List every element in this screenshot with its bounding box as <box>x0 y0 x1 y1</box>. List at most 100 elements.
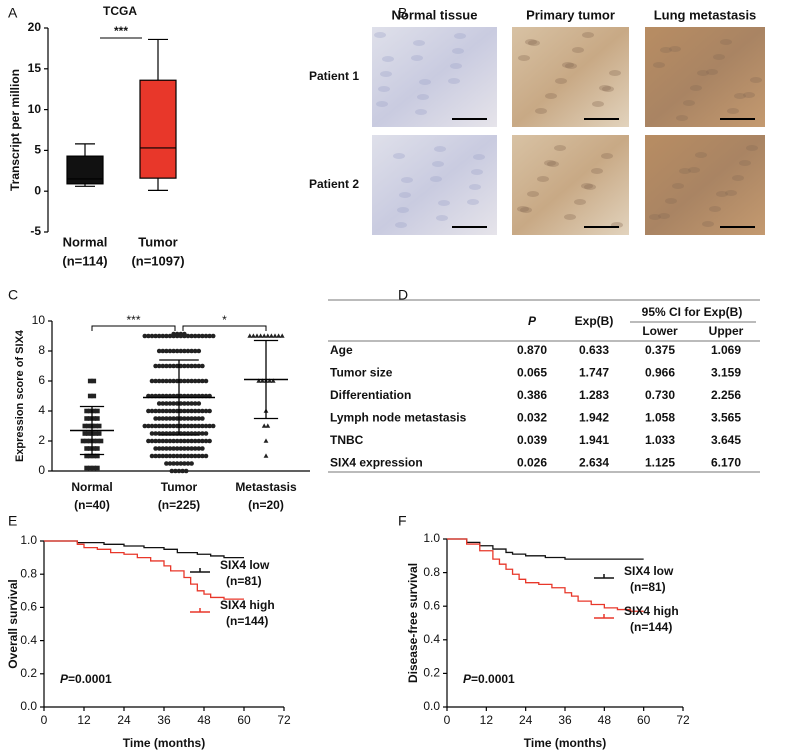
dot <box>146 423 151 429</box>
dot <box>192 416 198 421</box>
dot <box>185 408 191 414</box>
tissue-texture <box>672 183 684 189</box>
y-tick-label: 10 <box>32 313 46 327</box>
table-cell: 0.375 <box>645 343 675 357</box>
tissue-texture <box>376 101 388 107</box>
dot <box>185 438 191 444</box>
dot <box>167 401 173 406</box>
dot <box>269 333 274 338</box>
dot <box>164 453 169 459</box>
dot <box>174 438 180 444</box>
dot <box>192 378 198 384</box>
dot <box>200 446 205 451</box>
dot <box>200 423 205 429</box>
dot <box>95 438 100 444</box>
table-cell: 1.941 <box>579 433 609 447</box>
dot <box>265 333 271 338</box>
dot-row <box>84 453 100 459</box>
dot <box>167 378 173 384</box>
dot <box>91 378 97 384</box>
dot <box>91 465 97 471</box>
dot <box>178 348 184 354</box>
tissue-texture <box>679 168 691 174</box>
dot <box>189 408 194 414</box>
dot <box>82 431 88 436</box>
table-cell: 0.386 <box>517 388 547 402</box>
dot <box>174 453 180 459</box>
legend-label: SIX4 high <box>624 604 679 618</box>
dot <box>164 378 169 384</box>
x-tick-label: Normal <box>71 480 112 494</box>
dot <box>178 438 184 444</box>
dot <box>149 333 155 339</box>
tissue-texture <box>438 200 450 206</box>
tissue-texture <box>545 93 557 99</box>
dot <box>171 461 176 466</box>
tissue-texture <box>609 70 621 76</box>
dot <box>263 438 269 443</box>
tissue-texture <box>743 92 755 98</box>
dot <box>156 348 162 354</box>
dot <box>149 438 155 444</box>
dot <box>87 438 93 444</box>
dot <box>182 461 187 466</box>
dot <box>160 333 166 339</box>
dot <box>189 446 194 451</box>
dot <box>98 438 104 444</box>
row-label: Age <box>330 343 353 357</box>
dot <box>192 446 198 451</box>
tissue-texture <box>469 184 481 190</box>
row-label: Tumor size <box>330 366 393 380</box>
dot <box>174 461 180 466</box>
tissue-image <box>645 27 765 127</box>
tissue-texture <box>525 39 537 45</box>
dot <box>156 401 162 406</box>
row-header: Patient 1 <box>309 69 359 83</box>
y-tick-label: 0.6 <box>20 600 37 614</box>
x-tick-label: 36 <box>558 713 572 727</box>
dot <box>153 446 158 451</box>
x-tick-label: 72 <box>277 713 291 727</box>
tissue-texture <box>417 94 429 100</box>
dot <box>207 423 212 429</box>
y-tick-label: 0 <box>34 183 41 197</box>
dot <box>82 423 88 429</box>
dot <box>95 453 100 459</box>
dot <box>265 423 271 428</box>
dot <box>153 423 158 429</box>
tissue-texture <box>601 153 613 159</box>
dot <box>153 408 158 414</box>
y-tick-label: 4 <box>38 403 45 417</box>
x-tick-label: 12 <box>77 713 91 727</box>
dot <box>173 468 178 474</box>
x-tick-label: Metastasis <box>235 480 297 494</box>
tissue-texture <box>727 108 739 114</box>
dot <box>153 431 158 436</box>
legend-label: SIX4 high <box>220 598 275 612</box>
x-tick-label: 72 <box>676 713 690 727</box>
dot <box>156 438 162 444</box>
panel-label: E <box>8 513 17 529</box>
dot <box>203 431 209 436</box>
x-tick-note: (n=20) <box>248 498 284 512</box>
dot-row <box>149 453 209 459</box>
dot <box>84 438 89 444</box>
tissue-texture <box>697 70 709 76</box>
legend-label: SIX4 low <box>624 564 674 578</box>
dot <box>171 438 176 444</box>
dot-row <box>84 408 100 414</box>
dot <box>192 401 198 406</box>
dot <box>164 348 169 354</box>
dot <box>87 453 93 459</box>
dot <box>180 468 185 474</box>
x-axis-label: Time (months) <box>524 736 606 750</box>
legend-note: (n=144) <box>630 620 672 634</box>
dot <box>156 453 162 459</box>
tissue-texture <box>517 206 529 212</box>
dot <box>87 465 93 471</box>
dot <box>207 438 212 444</box>
dot <box>156 333 162 339</box>
dot <box>247 333 253 338</box>
dot <box>164 363 169 369</box>
dot <box>203 408 209 414</box>
